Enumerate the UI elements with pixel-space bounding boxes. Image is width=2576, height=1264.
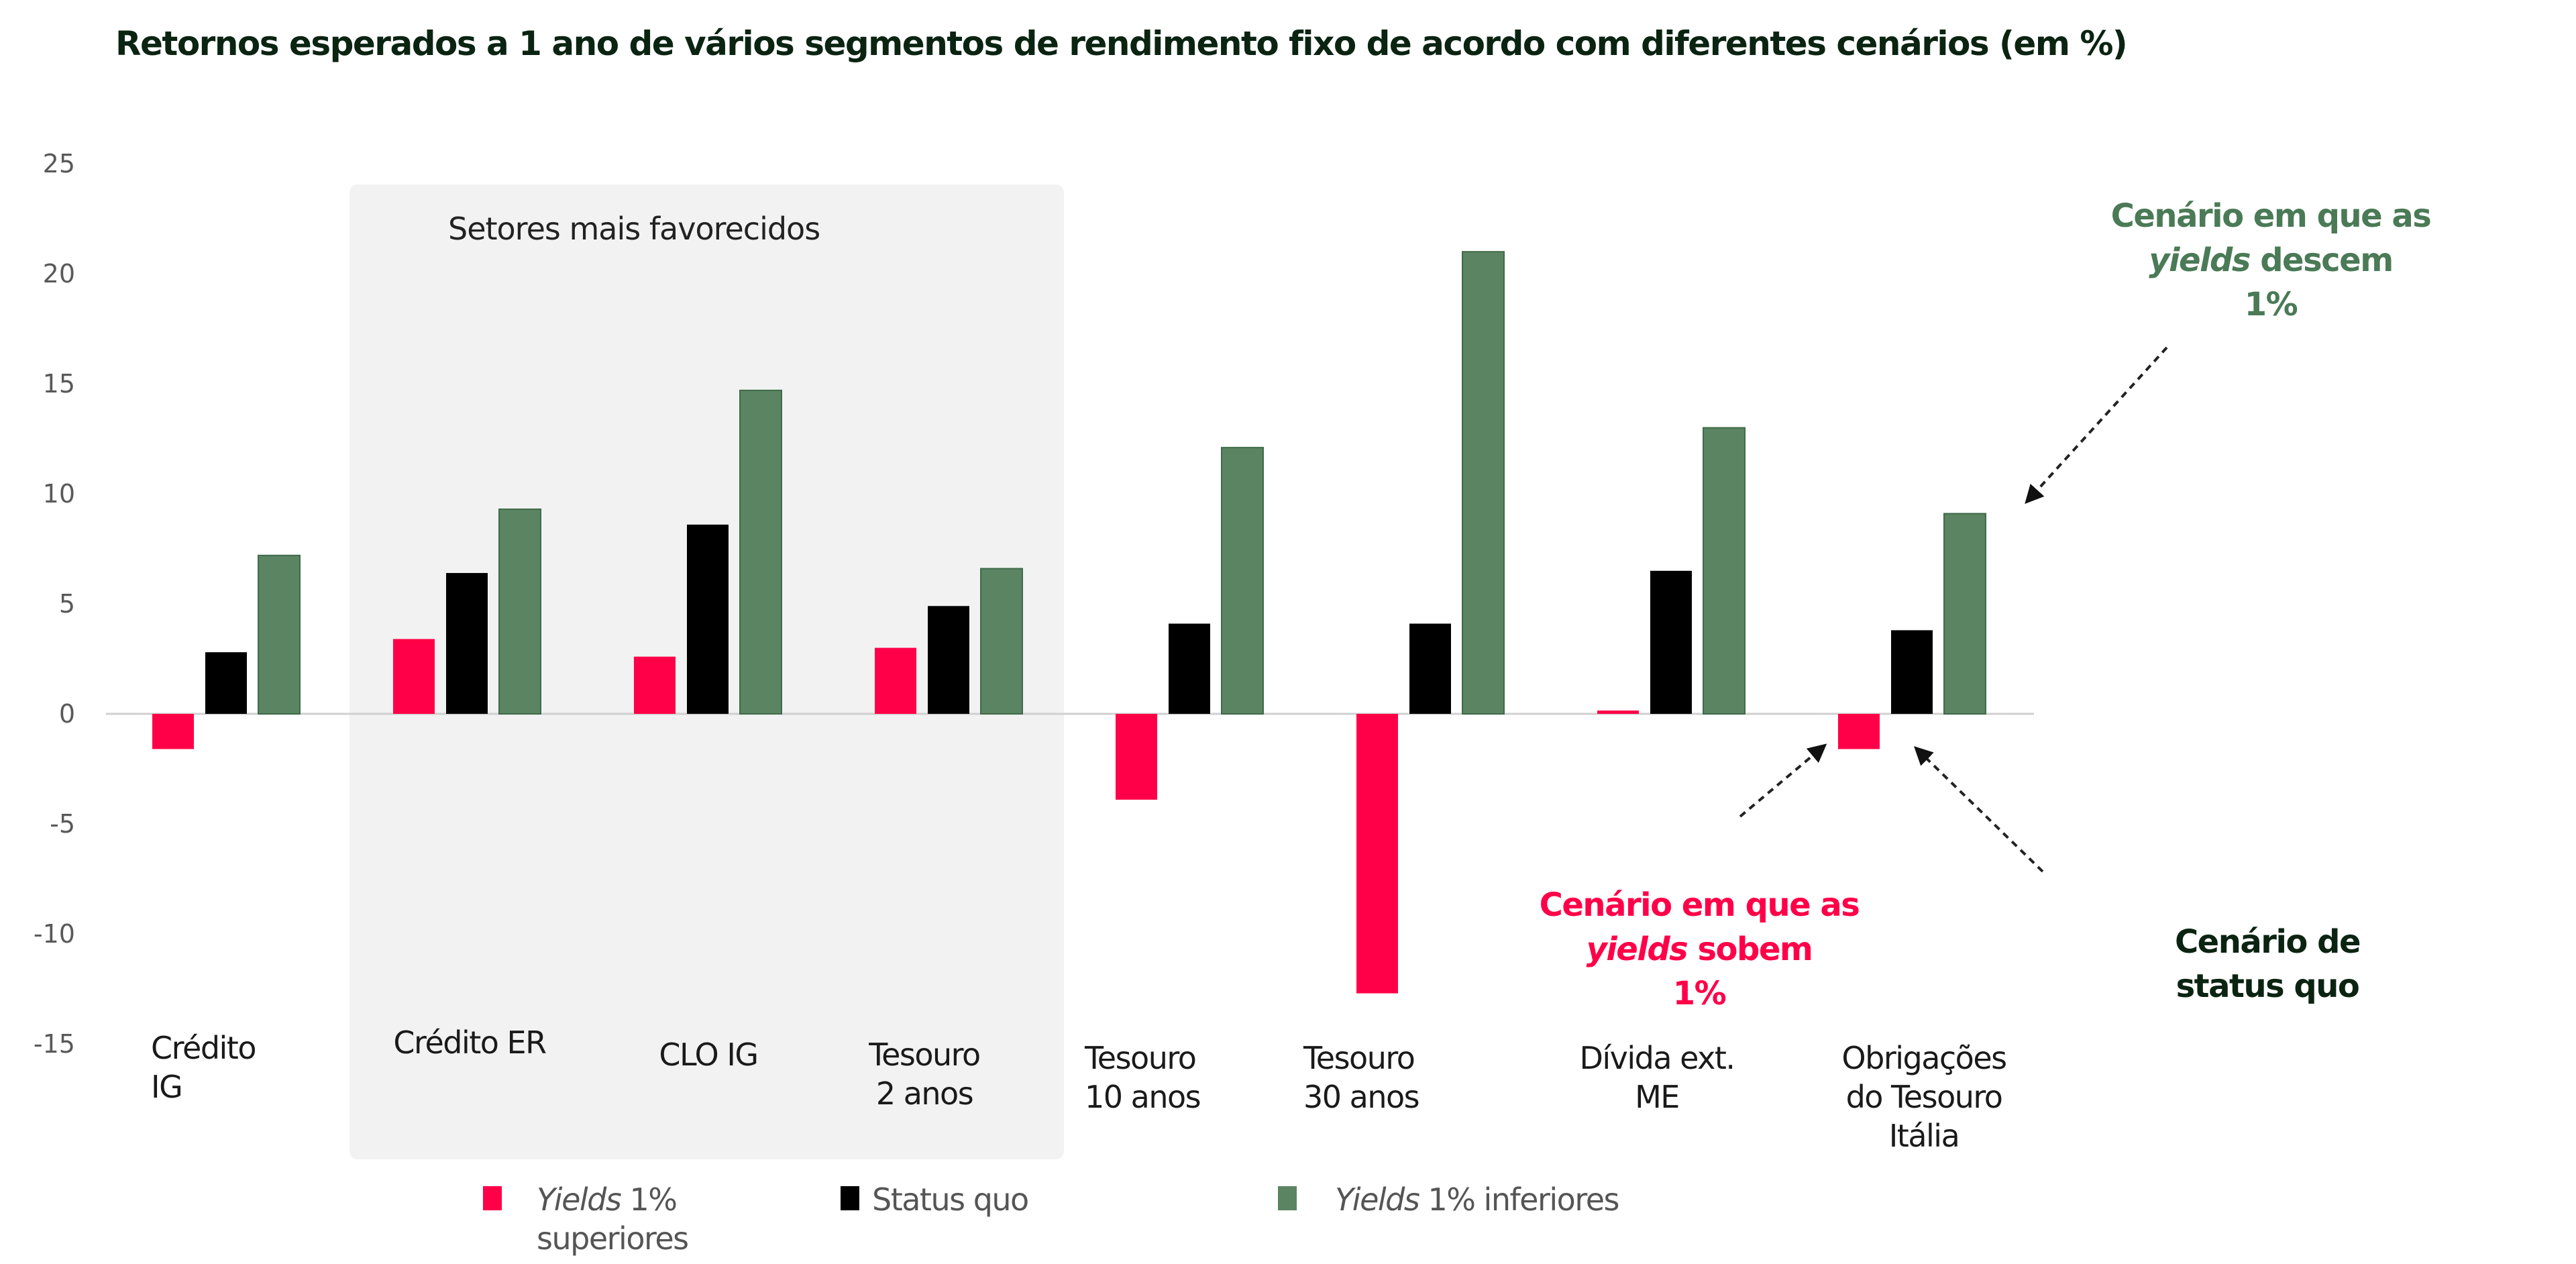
y-tick-label: 5	[59, 589, 75, 619]
legend: Yields 1% superiores Status quo Yields 1% i…	[483, 1181, 1619, 1257]
bar-yields-down	[1703, 427, 1746, 715]
annotation-text: sobem	[1687, 931, 1812, 968]
highlight-box-label: Setores mais favorecidos	[448, 211, 820, 247]
y-tick-label: -10	[34, 919, 75, 949]
legend-swatch	[483, 1186, 502, 1210]
annotation-statusquo: Cenário de status quo	[2175, 923, 2360, 1005]
category-label-line: 2 anos	[876, 1075, 973, 1112]
category-label: CLO IG	[659, 1037, 757, 1073]
bar-status-quo	[1891, 630, 1933, 714]
category-label-line: Crédito ER	[393, 1024, 546, 1061]
bar-status-quo	[1169, 623, 1210, 714]
annotation-up: Cenário em que as yields sobem 1%	[1540, 886, 1860, 1012]
bar-yields-up	[1356, 714, 1398, 994]
bar-yields-up	[1116, 714, 1157, 800]
category-label-line: ME	[1635, 1079, 1679, 1115]
annotation-text: 1%	[1673, 975, 1726, 1012]
annotation-text: 1%	[2245, 286, 2298, 323]
category-label-line: do Tesouro	[1846, 1079, 2002, 1115]
category-label-line: Itália	[1889, 1118, 1960, 1154]
category-label-line: Tesouro	[868, 1037, 979, 1073]
annotation-down: Cenário em que as yields descem 1%	[2111, 197, 2431, 323]
annotation-text: status quo	[2176, 967, 2359, 1005]
bar-yields-up	[1838, 714, 1880, 749]
legend-swatch	[1278, 1186, 1297, 1210]
legend-item: Yields 1% superiores	[483, 1181, 689, 1257]
annotation-text: descem	[2250, 242, 2393, 279]
y-tick-label: -15	[34, 1029, 75, 1059]
bar-status-quo	[1409, 623, 1451, 714]
category-label-line: CLO IG	[659, 1037, 757, 1073]
category-label-line: Tesouro	[1084, 1040, 1195, 1076]
category-label-line: Crédito	[151, 1030, 256, 1066]
bar-yields-up	[875, 647, 916, 714]
category-label-line: 10 anos	[1085, 1079, 1200, 1115]
annotation-text: Cenário em que as	[1540, 886, 1860, 924]
bars	[152, 251, 1986, 994]
arrow-status-quo	[1913, 746, 2044, 873]
bar-yields-up	[634, 656, 676, 714]
category-label: Tesouro 10 anos	[1084, 1040, 1200, 1115]
bar-yields-down	[1943, 513, 1986, 715]
annotation-text: Cenário de	[2175, 923, 2360, 961]
bar-yields-up	[1597, 710, 1639, 714]
legend-label: Yields 1% inferiores	[1335, 1181, 1619, 1218]
y-tick-label: 15	[43, 369, 75, 399]
bar-status-quo	[446, 573, 488, 714]
bar-status-quo	[687, 524, 729, 714]
category-label-line: Dívida ext.	[1579, 1040, 1734, 1076]
category-label: Dívida ext. ME	[1579, 1040, 1734, 1115]
bar-status-quo	[928, 606, 969, 714]
y-tick-label: 20	[43, 259, 75, 288]
annotations: Cenário em que as yields descem 1%Cenário …	[1540, 197, 2432, 1012]
legend-item: Yields 1% inferiores	[1278, 1181, 1619, 1218]
bar-yields-down	[739, 389, 782, 715]
category-label-line: Tesouro	[1303, 1040, 1414, 1076]
legend-label: Yields 1% superiores	[537, 1181, 688, 1257]
category-label-line: 30 anos	[1303, 1079, 1419, 1115]
bar-yields-down	[498, 508, 541, 715]
arrow-yields-down	[2025, 346, 2168, 505]
chart-title: Retornos esperados a 1 ano de vários seg…	[115, 24, 2127, 63]
bar-status-quo	[1650, 570, 1692, 714]
category-label: Tesouro 30 anos	[1303, 1040, 1419, 1115]
arrow-yields-up	[1739, 743, 1827, 818]
y-tick-label: -5	[50, 809, 75, 839]
annotation-text: yields	[1587, 931, 1688, 968]
bar-yields-down	[258, 554, 301, 715]
y-tick-label: 0	[59, 699, 75, 729]
legend-label: Status quo	[872, 1181, 1028, 1218]
annotation-text: Cenário em que as	[2111, 197, 2431, 235]
bar-yields-down	[980, 568, 1023, 715]
category-label: Crédito IG	[151, 1030, 256, 1105]
category-label-line: IG	[151, 1069, 182, 1105]
category-label: Obrigações do Tesouro Itália	[1841, 1040, 2006, 1154]
bar-yields-down	[1462, 251, 1505, 715]
category-label: Tesouro 2 anos	[868, 1037, 979, 1112]
category-label: Crédito ER	[393, 1024, 546, 1061]
bar-yields-up	[393, 639, 435, 714]
annotation-text: yields	[2149, 242, 2250, 279]
category-label-line: Obrigações	[1841, 1040, 2006, 1076]
legend-swatch	[841, 1186, 859, 1210]
y-axis: 25 20 15 10 5 0 -5 -10 -15	[34, 149, 75, 1059]
y-tick-label: 10	[43, 479, 75, 509]
bar-status-quo	[205, 652, 247, 714]
annotation-arrows	[1739, 346, 2168, 873]
bar-yields-up	[152, 714, 194, 749]
legend-item: Status quo	[841, 1181, 1029, 1218]
bar-yields-down	[1221, 447, 1264, 715]
y-tick-label: 25	[43, 149, 75, 178]
